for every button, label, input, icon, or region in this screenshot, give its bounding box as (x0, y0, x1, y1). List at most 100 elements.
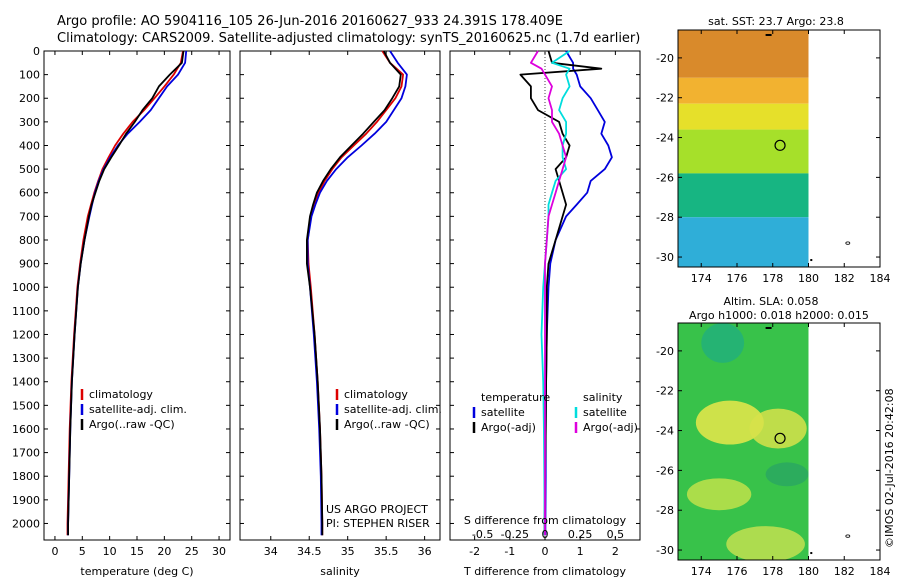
lat-tick-label: -28 (656, 504, 674, 517)
map-title: Altim. SLA: 0.058 (723, 295, 818, 308)
legend-label: Argo(..raw -QC) (344, 418, 430, 431)
y-tick-label: 1000 (12, 281, 40, 294)
sla-anomaly-patch-5 (765, 462, 809, 487)
x-axis-label: salinity (320, 565, 360, 578)
lat-tick-label: -26 (656, 464, 674, 477)
map-subtitle: Argo h1000: 0.018 h2000: 0.015 (689, 309, 869, 322)
y-tick-label: 1600 (12, 423, 40, 436)
x-tick-label: 10 (103, 545, 117, 558)
lon-tick-label: 182 (834, 565, 855, 578)
sst-map-panel: 174 176 178 180 182 184 -20 -22 -24 -26 -28 -30 sat.… (656, 15, 890, 285)
y-tick-label: 100 (19, 69, 40, 82)
y-tick-label: 1300 (12, 352, 40, 365)
island-speck (810, 552, 813, 555)
y-tick-label: 300 (19, 116, 40, 129)
y-tick-label: 1100 (12, 305, 40, 318)
x-tick-label: 30 (212, 545, 226, 558)
sst-band-5 (678, 217, 809, 267)
lon-tick-label: 178 (762, 272, 783, 285)
map-field (678, 323, 809, 560)
copyright-stamp: ©IMOS 02-Jul-2016 20:42:08 (883, 388, 896, 548)
legend-header-salinity: salinity (583, 391, 623, 404)
y-tick-label: 2000 (12, 517, 40, 530)
sst-band-3 (678, 129, 809, 174)
plot-frame (43, 50, 231, 541)
lon-tick-label: 182 (834, 272, 855, 285)
series-line-3 (530, 50, 567, 536)
island-speck (845, 241, 851, 245)
salinity-diff-axis-label: S difference from climatology (464, 514, 627, 527)
salinity-diff-tick-label: 0.5 (607, 528, 625, 541)
x-tick-label: -2 (469, 545, 480, 558)
y-tick-label: 800 (19, 234, 40, 247)
sst-band-2 (678, 103, 809, 130)
x-tick-label: 15 (130, 545, 144, 558)
lon-tick-label: 184 (870, 272, 891, 285)
legend-label: Argo(-adj) (481, 421, 536, 434)
legend-label: satellite (481, 406, 525, 419)
map-frame (677, 29, 881, 268)
map-title: sat. SST: 23.7 Argo: 23.8 (708, 15, 844, 28)
lon-tick-label: 178 (762, 565, 783, 578)
lat-tick-label: -22 (656, 92, 674, 105)
figure-title-line2: Climatology: CARS2009. Satellite-adjuste… (57, 31, 640, 46)
argo-position-marker (774, 432, 786, 444)
y-tick-label: 1400 (12, 376, 40, 389)
legend-label: satellite-adj. clim. (344, 403, 442, 416)
lon-tick-label: 180 (798, 565, 819, 578)
x-tick-label: 34 (264, 545, 278, 558)
sla-anomaly-patch-4 (701, 323, 745, 363)
lon-tick-label: 176 (726, 272, 747, 285)
map-frame (677, 322, 881, 561)
lon-tick-label: 180 (798, 272, 819, 285)
y-tick-label: 1800 (12, 470, 40, 483)
legend-label: climatology (344, 388, 408, 401)
x-tick-label: 2 (612, 545, 619, 558)
lat-tick-label: -26 (656, 171, 674, 184)
lon-tick-label: 174 (691, 565, 712, 578)
x-tick-label: 34.5 (297, 545, 322, 558)
x-tick-label: 35.5 (374, 545, 399, 558)
x-tick-label: 0 (542, 545, 549, 558)
series-line-2 (67, 50, 185, 536)
x-tick-label: 5 (79, 545, 86, 558)
y-tick-label: 900 (19, 258, 40, 271)
salinity-diff-tick-label: 0 (542, 528, 549, 541)
y-tick-label: 400 (19, 139, 40, 152)
x-tick-label: 0 (51, 545, 58, 558)
difference-panel: -2 -1 0 1 2 T difference from climatology temp… (449, 50, 641, 578)
lat-tick-label: -30 (656, 251, 674, 264)
salinity-diff-tick-label: -0.25 (501, 528, 529, 541)
legend-label: Argo(..raw -QC) (89, 418, 175, 431)
lon-tick-label: 174 (691, 272, 712, 285)
series-line-2 (305, 50, 402, 536)
series-line-2 (540, 50, 571, 536)
lon-tick-label: 184 (870, 565, 891, 578)
sla-map-panel: 174 176 178 180 182 184 -20 -22 -24 -26 -28 -30 Alti… (656, 295, 890, 578)
y-tick-label: 1700 (12, 447, 40, 460)
x-tick-label: 25 (185, 545, 199, 558)
map-field (678, 30, 809, 267)
lat-tick-label: -20 (656, 345, 674, 358)
sla-anomaly-patch-1 (749, 408, 807, 449)
lat-tick-label: -24 (656, 132, 674, 145)
legend-header-temperature: temperature (481, 391, 550, 404)
sst-band-1 (678, 77, 809, 104)
island-speck (810, 259, 813, 262)
x-tick-label: 36 (418, 545, 432, 558)
lon-tick-label: 176 (726, 565, 747, 578)
x-axis-label: temperature (deg C) (80, 565, 193, 578)
island-speck (765, 326, 772, 329)
temperature-panel: 0 5 10 15 20 25 30 temperature (deg C) 0 100 200 30… (12, 45, 231, 578)
salinity-diff-tick-label: -0.5 (472, 528, 493, 541)
sla-anomaly-patch-3 (726, 526, 805, 560)
lat-tick-label: -24 (656, 425, 674, 438)
plot-frame (239, 50, 441, 541)
lat-tick-label: -28 (656, 211, 674, 224)
y-tick-label: 200 (19, 92, 40, 105)
lat-tick-label: -22 (656, 385, 674, 398)
figure-title-line1: Argo profile: AO 5904116_105 26-Jun-2016… (57, 14, 563, 29)
salinity-diff-tick-label: 0.25 (568, 528, 593, 541)
y-tick-label: 1900 (12, 494, 40, 507)
legend-label: satellite-adj. clim. (89, 403, 187, 416)
